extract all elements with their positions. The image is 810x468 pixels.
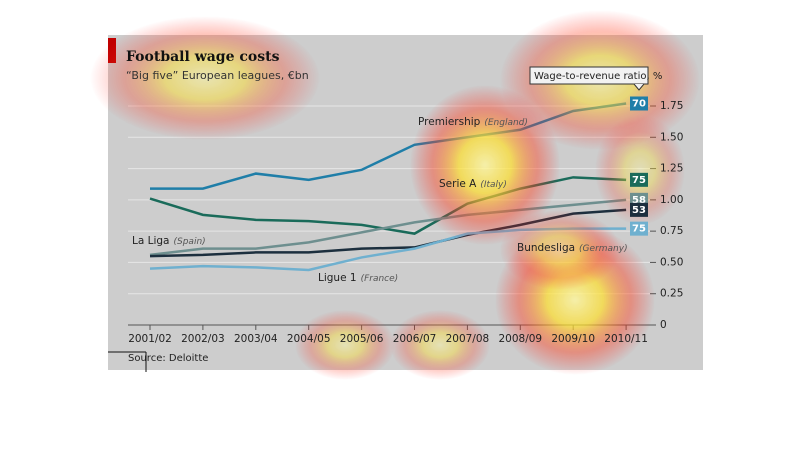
series-name: Ligue 1 — [318, 272, 357, 284]
ratio-legend-box — [529, 66, 649, 85]
foreground: Football wage costs “Big five” European … — [108, 49, 683, 372]
series-label: Ligue 1 (France) — [318, 272, 398, 284]
x-tick-label: 2001/02 — [128, 333, 172, 345]
ratio-label: 75 — [632, 224, 646, 235]
heat-blob — [595, 115, 685, 225]
x-tick-label: 2010/11 — [604, 333, 648, 345]
series-label: Bundesliga (Germany) — [517, 242, 628, 254]
heatmap — [90, 10, 700, 380]
heat-blob — [410, 85, 560, 245]
x-tick-label: 2006/07 — [393, 333, 437, 345]
x-tick-label: 2007/08 — [446, 333, 490, 345]
chart-subtitle: “Big five” European leagues, €bn — [126, 69, 309, 82]
series-country: (Italy) — [480, 180, 507, 190]
y-tick-label: 0.50 — [660, 256, 683, 268]
x-tick-label: 2002/03 — [181, 333, 225, 345]
series-name: Bundesliga — [517, 242, 575, 254]
chart-title: Football wage costs — [126, 49, 280, 65]
x-tick-label: 2003/04 — [234, 333, 278, 345]
ratio-legend: Wage-to-revenue ratio, % — [534, 71, 662, 82]
y-tick-label: 1.50 — [660, 131, 683, 143]
series-country: (Spain) — [174, 237, 206, 247]
heat-blob — [295, 310, 395, 380]
series-name: La Liga — [132, 235, 170, 247]
series-country: (Germany) — [579, 244, 628, 254]
series-label: Serie A (Italy) — [439, 178, 507, 190]
y-tick-label: 1.25 — [660, 163, 683, 175]
ratio-box — [630, 221, 648, 236]
series-label: Premiership (England) — [418, 116, 528, 128]
x-tick-label: 2004/05 — [287, 333, 331, 345]
ratio-box — [630, 202, 648, 217]
ratio-box — [630, 96, 648, 111]
ratio-label: 75 — [632, 175, 646, 186]
x-tick-label: 2005/06 — [340, 333, 384, 345]
heat-blob — [500, 210, 620, 290]
ratio-box — [630, 172, 648, 187]
y-tick-label: 1.00 — [660, 194, 683, 206]
y-tick-label: 1.75 — [660, 100, 683, 112]
y-tick-label: 0 — [660, 319, 667, 331]
series-name: Premiership — [418, 116, 481, 128]
x-tick-label: 2008/09 — [498, 333, 542, 345]
heat-blob — [90, 16, 320, 140]
x-tick-label: 2009/10 — [551, 333, 595, 345]
ratio-label: 58 — [632, 195, 646, 206]
series-country: (England) — [484, 118, 528, 128]
ratio-legend-pointer — [633, 83, 645, 91]
y-tick-label: 0.25 — [660, 288, 683, 300]
y-tick-label: 0.75 — [660, 225, 683, 237]
ratio-label: 70 — [632, 98, 646, 109]
series-label: La Liga (Spain) — [132, 235, 206, 247]
ratio-label: 53 — [632, 205, 646, 216]
series-country: (France) — [361, 274, 399, 284]
source: Source: Deloitte — [128, 353, 208, 364]
series-name: Serie A — [439, 178, 477, 190]
heat-blob — [390, 310, 490, 380]
